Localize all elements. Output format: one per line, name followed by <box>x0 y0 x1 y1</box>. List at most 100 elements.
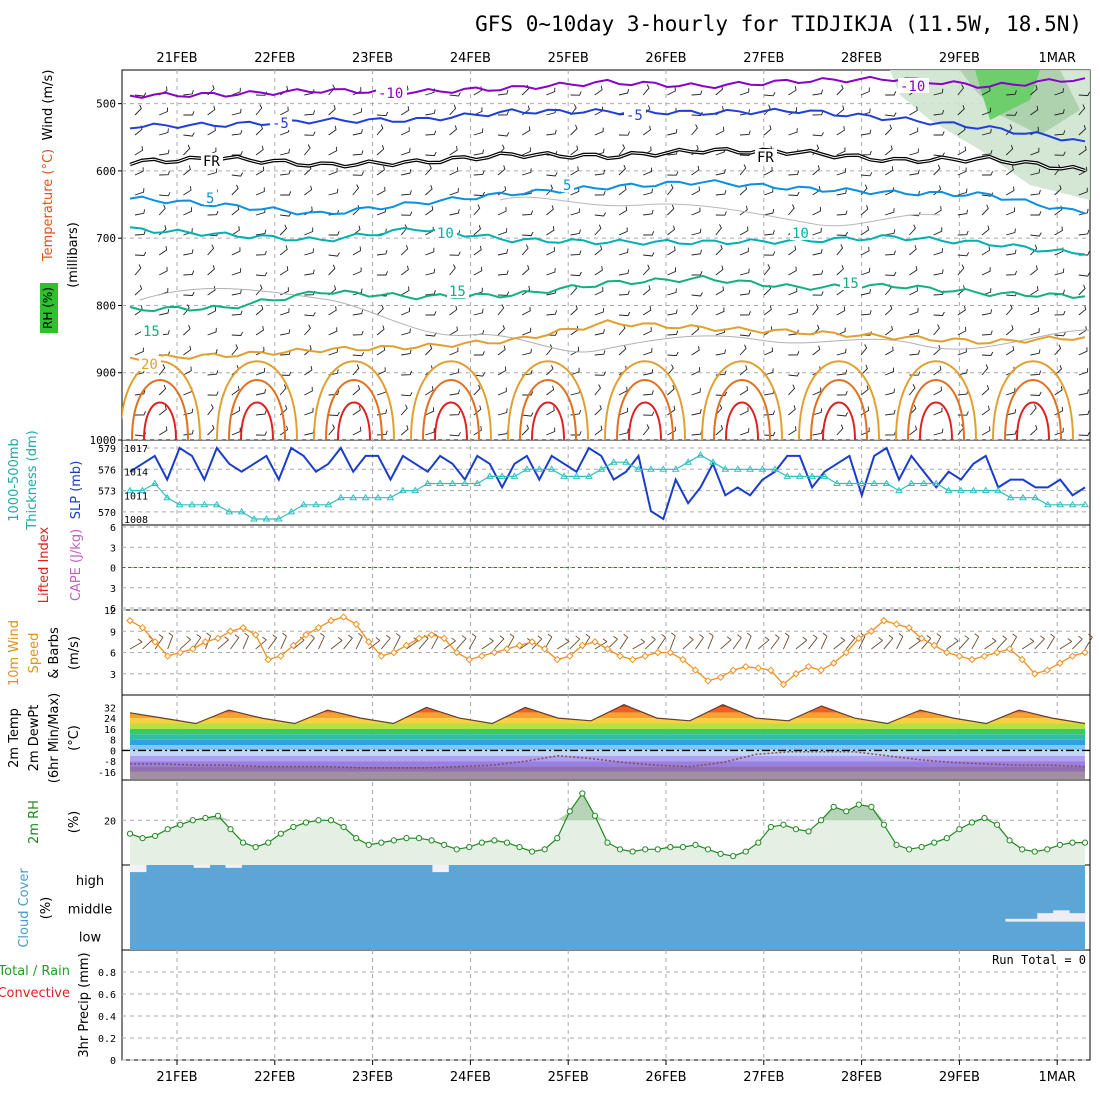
thickness-marker <box>485 472 494 479</box>
pressure-tick-label: 500 <box>96 98 116 111</box>
wind-barb <box>304 131 316 136</box>
wind-speed-marker <box>578 641 587 650</box>
wind-barb <box>352 309 364 316</box>
wind-barb <box>401 392 413 397</box>
temp-tick-label: -8 <box>104 757 116 768</box>
wind-barb <box>497 429 509 436</box>
rh-marker <box>214 812 222 819</box>
wind-speed-marker <box>779 680 788 689</box>
wind-barb <box>957 167 967 176</box>
rh-marker <box>390 837 397 844</box>
wind-barb <box>885 367 895 376</box>
wind-barb <box>328 390 340 396</box>
wind10-barb <box>707 632 714 650</box>
wind-barb <box>473 266 483 276</box>
surface-temp-loop <box>895 360 977 440</box>
wind10-barb <box>355 633 363 650</box>
thickness-marker <box>349 493 358 501</box>
surface-temp-loop <box>1016 401 1050 440</box>
rh-marker <box>491 837 498 844</box>
wind-barb <box>425 109 436 116</box>
wind-speed-marker <box>603 645 612 653</box>
wind-barb <box>763 104 771 116</box>
temp-contour-10 <box>129 226 1086 256</box>
wind-barb <box>691 346 700 356</box>
thickness-marker <box>944 486 953 494</box>
rh-marker <box>730 852 737 860</box>
thickness-marker <box>746 465 755 472</box>
thickness-marker <box>498 472 506 479</box>
wind-barb <box>255 326 265 336</box>
wind-barb <box>933 344 941 356</box>
wind-barb <box>183 207 193 216</box>
thickness-marker <box>585 472 593 479</box>
surface-temp-loop <box>313 360 395 440</box>
wind-barb <box>1054 344 1062 356</box>
wind-barb <box>933 311 945 316</box>
wind-barb <box>860 226 870 236</box>
wind10-barb <box>217 636 229 650</box>
wind10-barb <box>921 635 932 650</box>
wind-speed-marker <box>528 638 536 646</box>
wind-barb <box>207 327 217 336</box>
precip-tick-label: 0.6 <box>98 990 116 1001</box>
wind-barb <box>522 327 532 336</box>
rh-marker <box>981 814 988 822</box>
wind10-barb <box>267 634 278 650</box>
wind-barb <box>376 124 384 136</box>
wind-barb <box>860 344 868 356</box>
wind-barb <box>304 144 311 156</box>
wind-barb <box>449 146 458 156</box>
wind10-barb <box>732 634 742 650</box>
wind-speed-marker <box>591 638 599 646</box>
surface-temp-loop <box>240 401 274 440</box>
wind-barb <box>909 425 918 436</box>
wind10-barb <box>770 634 780 650</box>
wind-barb <box>352 267 362 276</box>
wind-barb <box>1078 305 1087 316</box>
wind-barb <box>231 289 242 296</box>
wind-barb <box>497 111 509 116</box>
thickness-marker <box>460 479 469 486</box>
date-label-top: 24FEB <box>450 51 491 66</box>
wind-barb <box>618 144 626 156</box>
temp-contour-fr-inner <box>129 148 1086 171</box>
wind-speed-marker <box>1018 655 1026 664</box>
wind-barb <box>1006 249 1017 256</box>
label-wind10m: 10m Wind <box>7 620 22 686</box>
wind-barb <box>618 131 631 136</box>
wind-barb <box>981 384 990 396</box>
wind-barb <box>207 210 219 216</box>
cloud-high-gap <box>225 865 242 868</box>
wind-barb <box>667 184 674 196</box>
wind-barb <box>400 265 409 276</box>
rh-marker <box>428 837 435 844</box>
cloud-high-gap <box>130 865 147 873</box>
wind-barb <box>352 352 365 357</box>
rh-marker <box>202 814 209 822</box>
wind-barb <box>618 206 628 216</box>
wind10-barb <box>657 633 666 650</box>
wind-barb <box>1054 332 1066 337</box>
wind-barb <box>279 384 287 396</box>
contour-label-fr: FR <box>203 154 220 170</box>
wind-barb <box>183 165 191 176</box>
date-label-bottom: 28FEB <box>841 1070 882 1085</box>
wind-barb <box>231 268 242 276</box>
wind-barb <box>207 126 216 136</box>
wind-barb <box>618 290 630 296</box>
wind-barb <box>570 145 579 156</box>
temp-band <box>130 728 1085 735</box>
wind-barb <box>909 224 916 236</box>
wind-speed-marker <box>817 666 825 674</box>
wind-barb <box>764 230 775 236</box>
contour-label-bg <box>755 149 777 164</box>
wind-barb <box>231 108 242 116</box>
temp-band-cold <box>130 750 1085 756</box>
wind-barb <box>183 345 192 356</box>
wind-speed-marker <box>980 652 989 660</box>
wind10-barb <box>230 634 240 650</box>
wind-barb <box>401 370 413 376</box>
wind-barb <box>957 230 969 236</box>
wind-barb <box>860 172 873 177</box>
